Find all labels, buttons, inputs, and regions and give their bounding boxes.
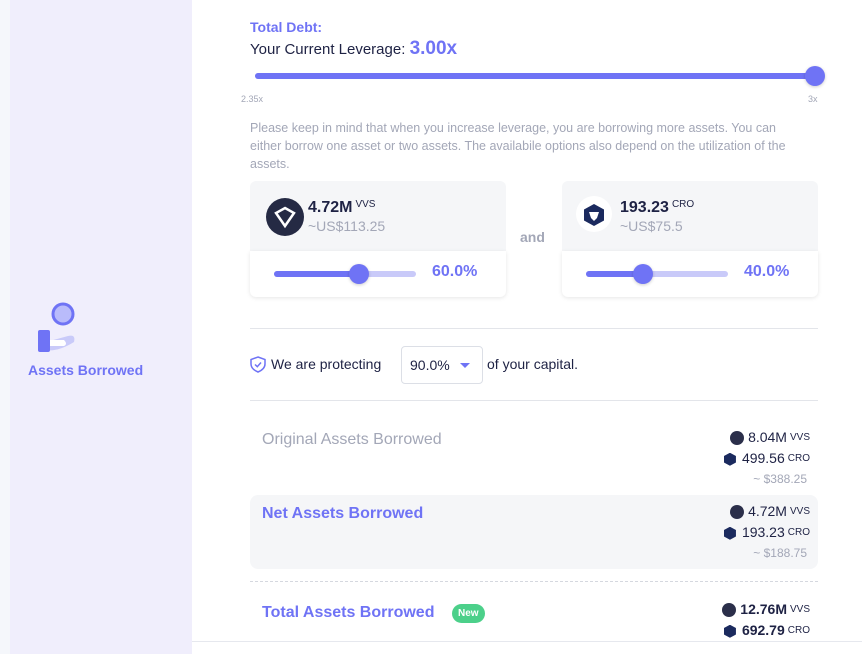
leverage-row: Your Current Leverage: 3.00x <box>250 38 457 60</box>
asset-card-cro: 193.23 CRO ~US$75.5 <box>562 181 818 251</box>
leverage-value: 3.00x <box>409 38 458 59</box>
original-vvs: 8.04M <box>748 429 787 445</box>
leverage-label: Your Current Leverage: <box>250 41 406 58</box>
cro-slider[interactable] <box>586 264 728 284</box>
net-usd: ~ $188.75 <box>753 546 807 560</box>
original-cro: 499.56 <box>741 450 785 466</box>
page-edge <box>0 0 10 654</box>
divider <box>250 328 818 329</box>
protect-select[interactable]: 90.0% <box>401 346 483 384</box>
dashed-divider <box>250 581 818 582</box>
net-row-label: Net Assets Borrowed <box>262 505 424 522</box>
cro-usd: ~US$75.5 <box>620 218 683 234</box>
original-usd: ~ $388.25 <box>753 472 807 486</box>
vvs-symbol: VVS <box>355 199 376 210</box>
net-cro: 193.23 <box>741 524 785 540</box>
vvs-amount: 4.72M <box>308 199 353 216</box>
cro-symbol: CRO <box>671 199 695 210</box>
shield-check-icon <box>250 356 266 373</box>
vvs-slider[interactable] <box>274 264 416 284</box>
leverage-notice: Please keep in mind that when you increa… <box>250 121 786 171</box>
sidebar: Assets Borrowed <box>10 0 192 654</box>
main-panel: Total Debt: Your Current Leverage: 3.00x… <box>192 0 862 642</box>
net-row-values: 4.72M VVS 193.23 CRO ~ $188.75 <box>723 501 810 564</box>
cro-token-icon <box>723 624 736 638</box>
cro-token-icon <box>723 526 736 540</box>
net-vvs: 4.72M <box>748 503 787 519</box>
protect-value: 90.0% <box>410 357 450 373</box>
sidebar-label: Assets Borrowed <box>28 362 144 378</box>
cro-amount: 193.23 <box>620 199 669 216</box>
vvs-token-icon <box>266 198 304 236</box>
cro-token-icon <box>584 204 604 226</box>
new-badge: New <box>452 604 485 623</box>
vvs-usd: ~US$113.25 <box>308 218 386 234</box>
vvs-slider-thumb[interactable] <box>349 264 370 284</box>
cro-slider-thumb[interactable] <box>632 264 653 284</box>
hand-coin-icon <box>38 302 75 352</box>
total-row-label: Total Assets Borrowed <box>262 604 435 621</box>
net-row <box>250 495 818 569</box>
leverage-max-label: 3x <box>808 94 818 104</box>
vvs-allocation: 60.0% <box>250 251 506 297</box>
protect-suffix: of your capital. <box>487 356 579 372</box>
vvs-token-icon <box>730 431 745 446</box>
cro-slider-fill <box>586 271 643 277</box>
original-row-label: Original Assets Borrowed <box>262 431 442 448</box>
vvs-percent: 60.0% <box>432 263 478 280</box>
leverage-slider-thumb[interactable] <box>805 66 825 86</box>
asset-card-vvs: 4.72M VVS ~US$113.25 <box>250 181 506 251</box>
vvs-slider-fill <box>274 271 360 277</box>
leverage-slider-fill <box>255 73 815 79</box>
total-vvs: 12.76M <box>740 601 787 617</box>
total-debt-title: Total Debt: <box>250 19 323 35</box>
protect-prefix: We are protecting <box>271 356 382 372</box>
original-row-values: 8.04M VVS 499.56 CRO ~ $388.25 <box>723 427 810 490</box>
cro-token-icon <box>723 452 736 466</box>
cro-allocation: 40.0% <box>562 251 818 297</box>
chevron-down-icon <box>460 363 470 368</box>
vvs-token-icon <box>730 505 745 520</box>
cro-percent: 40.0% <box>744 263 790 280</box>
total-row-values: 12.76M VVS 692.79 CRO <box>722 599 810 641</box>
total-cro: 692.79 <box>741 622 785 638</box>
and-label: and <box>520 229 545 245</box>
leverage-slider[interactable] <box>255 66 825 86</box>
divider <box>250 400 818 401</box>
leverage-min-label: 2.35x <box>241 94 264 104</box>
vvs-token-icon <box>722 603 737 618</box>
